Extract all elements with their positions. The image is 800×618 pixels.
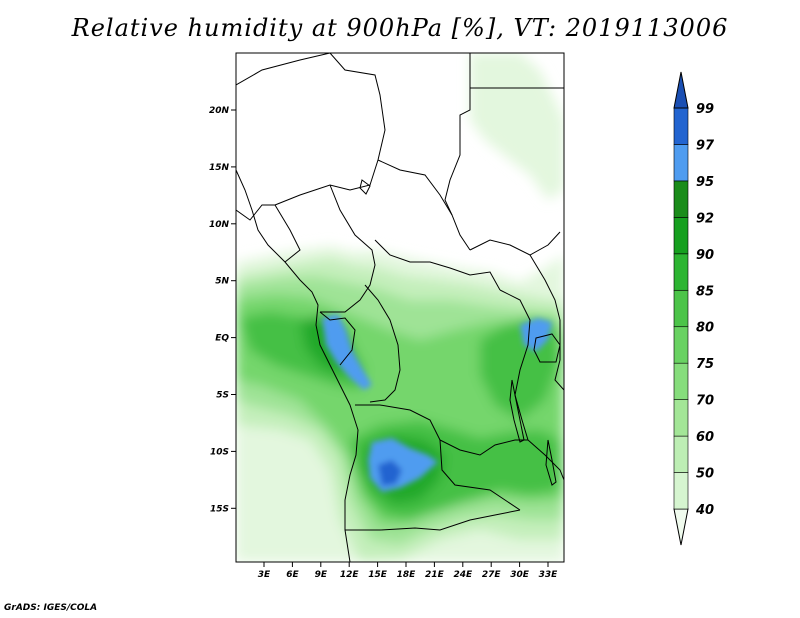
border-angola-drc [355,404,528,456]
lake-malawi [545,439,557,486]
colorbar-level-label: 40 [695,503,714,518]
lake-chad [359,179,371,195]
colorbar-level-label: 80 [696,321,714,336]
latitude-axis: 20N 15N 10N 5N EQ 5S 10S 15S [209,106,236,514]
humidity-field [236,53,564,562]
colorbar-segment [673,399,689,437]
map-panel [236,53,564,562]
colorbar-segment [673,144,689,182]
lon-tick-label: 24E [453,570,473,580]
lakes [359,179,561,486]
colorbar: 40 50 60 70 75 80 85 90 92 95 97 99 [673,71,715,546]
colorbar-level-label: 60 [696,430,714,445]
colorbar-segment [673,217,689,255]
colorbar-level-label: 50 [696,467,714,482]
colorbar-upper-arrow [673,71,689,109]
lat-tick-label: EQ [215,334,229,344]
border-drc-east [499,289,531,441]
colorbar-segment [673,289,689,328]
colorbar-level-label: 95 [696,175,714,190]
colorbar-segment [673,472,689,510]
map-frame [235,52,565,563]
lon-tick-label: 3E [258,570,271,580]
colorbar-level-label: 85 [696,284,714,299]
coastline-west [236,169,359,562]
lat-tick-label: 15N [209,163,230,173]
colorbar-level-label: 70 [696,394,714,409]
rh-40-north-region [470,53,564,200]
colorbar-level-label: 92 [696,211,714,226]
border-car [374,239,501,291]
lon-tick-label: 30E [510,570,530,580]
border-angola-zambia [439,439,521,511]
lake-tanganyika [509,379,525,443]
lon-tick-label: 6E [286,570,299,580]
colorbar-level-label: 97 [696,138,715,153]
colorbar-level-label: 99 [696,102,714,117]
rh-97-cell [378,460,402,486]
border-east-africa [529,254,564,391]
lat-tick-label: 15S [210,504,229,514]
lat-tick-label: 20N [209,106,230,116]
colorbar-lower-arrow [673,508,689,546]
colorbar-level-label: 75 [696,357,714,372]
credit-label: GrADS: IGES/COLA [4,603,98,613]
border-chad [377,159,471,251]
border-congo-drc [364,284,401,403]
border-south-sudan [469,231,561,256]
longitude-axis: 3E 6E 9E 12E 15E 18E 21E 24E 27E 30E 33E [258,562,558,580]
lon-tick-label: 21E [425,570,445,580]
colorbar-level-label: 90 [696,248,714,263]
lon-tick-label: 12E [340,570,360,580]
border-sahara-1 [236,53,331,86]
colorbar-segment [673,326,689,364]
lon-tick-label: 15E [368,570,388,580]
rh-95-congo-cell [322,314,372,390]
lon-tick-label: 33E [539,570,559,580]
lon-tick-label: 27E [482,570,502,580]
colorbar-segment [673,107,689,145]
border-cameroon [320,184,376,313]
border-nigeria [236,204,301,263]
lat-tick-label: 10S [210,447,229,457]
lat-tick-label: 10N [209,220,230,230]
lake-victoria [533,333,561,363]
lat-tick-label: 5N [215,277,229,287]
border-angola-namibia [345,509,521,531]
border-libya-sudan [444,53,471,216]
colorbar-segment [673,362,689,400]
lat-tick-label: 5S [216,391,229,401]
lon-tick-label: 18E [397,570,417,580]
colorbar-segment [673,253,689,291]
colorbar-segment [673,435,689,473]
lon-tick-label: 9E [315,570,328,580]
border-gabon-congo [319,311,356,366]
map-title: Relative humidity at 900hPa [%], VT: 201… [71,14,729,42]
colorbar-segment [673,180,689,218]
